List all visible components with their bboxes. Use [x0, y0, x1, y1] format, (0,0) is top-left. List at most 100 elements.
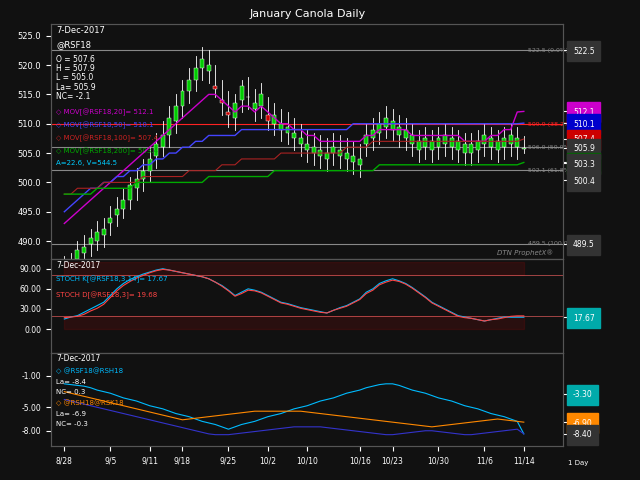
Bar [273, 115, 276, 124]
Text: L = 505.0: L = 505.0 [56, 73, 93, 82]
Bar [397, 127, 401, 135]
Text: ◇ MOV[@RSF18,100]= 507.4: ◇ MOV[@RSF18,100]= 507.4 [56, 134, 159, 142]
Bar [436, 138, 440, 147]
Bar [312, 147, 316, 153]
Bar [180, 92, 184, 106]
Text: La= 505.9: La= 505.9 [56, 83, 96, 92]
Bar [292, 132, 296, 138]
Bar [358, 159, 362, 165]
Bar [489, 138, 493, 147]
Bar [194, 68, 198, 80]
Text: STOCH D[@RSF18,3]= 19.68: STOCH D[@RSF18,3]= 19.68 [56, 291, 157, 299]
Bar [417, 141, 420, 150]
Text: ◇ @RSF18@RSH18: ◇ @RSF18@RSH18 [56, 368, 124, 374]
Bar [279, 124, 283, 130]
Text: @RSF18: @RSF18 [56, 40, 92, 49]
Text: 502.1 (61.8%): 502.1 (61.8%) [524, 168, 572, 173]
Bar [239, 85, 244, 100]
Text: 506.0 (50.0%): 506.0 (50.0%) [524, 144, 572, 150]
Bar [213, 85, 217, 88]
Bar [344, 153, 349, 159]
Bar [351, 156, 355, 162]
Bar [469, 144, 473, 153]
Text: NC= 0.3: NC= 0.3 [56, 389, 86, 395]
Bar [332, 147, 335, 153]
Bar [456, 141, 460, 150]
Bar [495, 141, 500, 150]
Text: DTN ProphetX®: DTN ProphetX® [497, 250, 553, 256]
Bar [128, 185, 132, 200]
Bar [463, 144, 467, 153]
Bar [424, 138, 428, 147]
Text: H = 507.9: H = 507.9 [56, 64, 95, 73]
Text: 509.9 (38.2%): 509.9 (38.2%) [524, 122, 572, 127]
Text: 7-Dec-2017: 7-Dec-2017 [56, 354, 100, 363]
Bar [154, 144, 158, 156]
Bar [443, 135, 447, 144]
Bar [76, 250, 79, 259]
Bar [515, 138, 519, 147]
Bar [108, 217, 112, 224]
Bar [483, 135, 486, 144]
Bar [410, 135, 414, 144]
Bar [253, 103, 257, 109]
Text: 489.5 (100.0%): 489.5 (100.0%) [524, 241, 576, 247]
Bar [509, 135, 513, 144]
Bar [134, 180, 138, 188]
Bar [522, 148, 526, 149]
Bar [141, 171, 145, 180]
Bar [364, 135, 368, 144]
Bar [174, 106, 178, 121]
Text: A=22.6, V=544.5: A=22.6, V=544.5 [56, 160, 117, 166]
Bar [220, 100, 224, 103]
Text: 7-Dec-2017: 7-Dec-2017 [56, 26, 105, 36]
Text: La= -6.9: La= -6.9 [56, 411, 86, 417]
Text: ◇ MOV[@RSF18,20]= 512.1: ◇ MOV[@RSF18,20]= 512.1 [56, 108, 154, 116]
Bar [299, 138, 303, 144]
Text: ◇ MOV[@RSF18,50]= 510.1: ◇ MOV[@RSF18,50]= 510.1 [56, 121, 154, 129]
Bar [390, 121, 394, 130]
Bar [207, 65, 211, 71]
Bar [259, 95, 263, 106]
Bar [378, 124, 381, 132]
Bar [82, 247, 86, 253]
Bar [384, 118, 388, 127]
Bar [476, 141, 480, 150]
Text: STOCH K[@RSF18,3,14]= 17.67: STOCH K[@RSF18,3,14]= 17.67 [56, 276, 168, 283]
Bar [502, 138, 506, 147]
Bar [450, 138, 454, 147]
Bar [430, 141, 434, 150]
Bar [266, 115, 270, 121]
Bar [115, 209, 119, 215]
Bar [325, 153, 329, 159]
Bar [102, 229, 106, 235]
Text: January Canola Daily: January Canola Daily [249, 9, 365, 19]
Bar [318, 150, 323, 156]
Text: 522.5 (0.0%): 522.5 (0.0%) [524, 48, 568, 53]
Bar [285, 127, 289, 132]
Bar [200, 59, 204, 68]
Text: La= -8.4: La= -8.4 [56, 379, 86, 385]
Bar [161, 135, 164, 147]
Bar [122, 200, 125, 209]
Bar [371, 130, 375, 138]
Bar [95, 232, 99, 241]
Bar [404, 130, 408, 138]
Bar [62, 270, 67, 276]
Text: NC= -0.3: NC= -0.3 [56, 421, 88, 427]
Bar [69, 264, 73, 267]
Text: ◇ MOV[@RSF18,200]= 503.4: ◇ MOV[@RSF18,200]= 503.4 [56, 147, 158, 155]
Text: 1 Day: 1 Day [568, 460, 589, 467]
Bar [233, 103, 237, 118]
Bar [88, 238, 93, 244]
Text: ◇ @RSH18@RSK18: ◇ @RSH18@RSK18 [56, 399, 124, 406]
Bar [168, 118, 172, 135]
Text: NC= -2.1: NC= -2.1 [56, 92, 91, 101]
Bar [227, 112, 230, 115]
Bar [338, 150, 342, 156]
Text: O = 507.6: O = 507.6 [56, 55, 95, 63]
Bar [148, 159, 152, 171]
Bar [305, 144, 309, 150]
Text: 7-Dec-2017: 7-Dec-2017 [56, 262, 100, 271]
Bar [187, 80, 191, 92]
